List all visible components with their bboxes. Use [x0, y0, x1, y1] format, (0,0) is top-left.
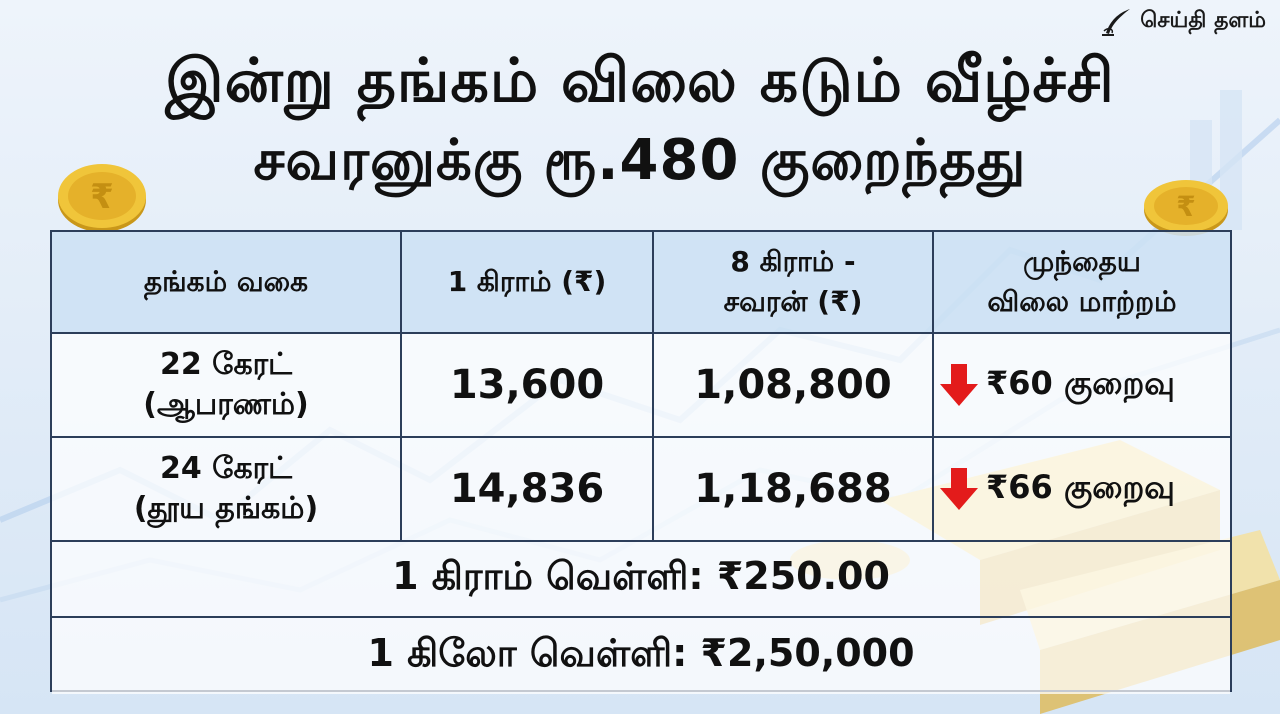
brand-logo-text: செய்தி தளம் — [1140, 8, 1266, 33]
headline-line-2: சவரனுக்கு ரூ.480 குறைந்தது — [253, 128, 1027, 193]
headline: இன்று தங்கம் விலை கடும் வீழ்ச்சி சவரனுக்… — [0, 40, 1280, 200]
svg-text:₹: ₹ — [90, 177, 114, 217]
header-gold-type-label: தங்கம் வகை — [143, 265, 309, 298]
gold-price-table: தங்கம் வகை 1 கிராம் (₹) 8 கிராம் - சவரன்… — [50, 230, 1232, 694]
header-per-sovereign-label-2: சவரன் (₹) — [723, 285, 863, 318]
header-gold-type: தங்கம் வகை — [52, 232, 402, 334]
row-22k-type-label-1: 22 கேரட் — [159, 347, 293, 382]
row-24k-change-text: ₹66 குறைவு — [986, 468, 1175, 506]
silver-kilo-price: 1 கிலோ வெள்ளி: ₹2,50,000 — [52, 618, 1230, 694]
row-22k-change: ₹60 குறைவு — [934, 334, 1230, 438]
row-24k-type: 24 கேரட் (தூய தங்கம்) — [52, 438, 402, 542]
row-22k-gram-price: 13,600 — [402, 334, 654, 438]
row-22k-type-label-2: (ஆபரணம்) — [143, 387, 309, 422]
down-arrow-icon — [940, 364, 978, 406]
row-24k-type-label-1: 24 கேரட் — [159, 451, 293, 486]
gold-coin-right: ₹ — [1144, 180, 1228, 236]
row-22k-type: 22 கேரட் (ஆபரணம்) — [52, 334, 402, 438]
header-per-sovereign: 8 கிராம் - சவரன் (₹) — [654, 232, 934, 334]
down-arrow-icon — [940, 468, 978, 510]
svg-text:₹: ₹ — [1176, 190, 1195, 223]
row-24k-change: ₹66 குறைவு — [934, 438, 1230, 542]
row-22k-sovereign-price: 1,08,800 — [654, 334, 934, 438]
gold-coin-left: ₹ — [58, 164, 146, 232]
row-22k-change-text: ₹60 குறைவு — [986, 364, 1175, 402]
brand-logo: செய்தி தளம் — [1100, 4, 1266, 40]
silver-gram-price: 1 கிராம் வெள்ளி: ₹250.00 — [52, 542, 1230, 618]
header-price-change-label-1: முந்தைய — [1023, 245, 1141, 278]
row-24k-gram-price: 14,836 — [402, 438, 654, 542]
header-per-gram: 1 கிராம் (₹) — [402, 232, 654, 334]
header-price-change: முந்தைய விலை மாற்றம் — [934, 232, 1230, 334]
row-24k-sovereign-price: 1,18,688 — [654, 438, 934, 542]
quill-pen-icon — [1102, 9, 1131, 36]
headline-line-1: இன்று தங்கம் விலை கடும் வீழ்ச்சி — [165, 46, 1115, 116]
header-per-gram-label: 1 கிராம் (₹) — [447, 265, 607, 298]
header-per-sovereign-label-1: 8 கிராம் - — [730, 245, 856, 278]
row-24k-type-label-2: (தூய தங்கம்) — [133, 491, 319, 526]
header-price-change-label-2: விலை மாற்றம் — [987, 285, 1177, 318]
